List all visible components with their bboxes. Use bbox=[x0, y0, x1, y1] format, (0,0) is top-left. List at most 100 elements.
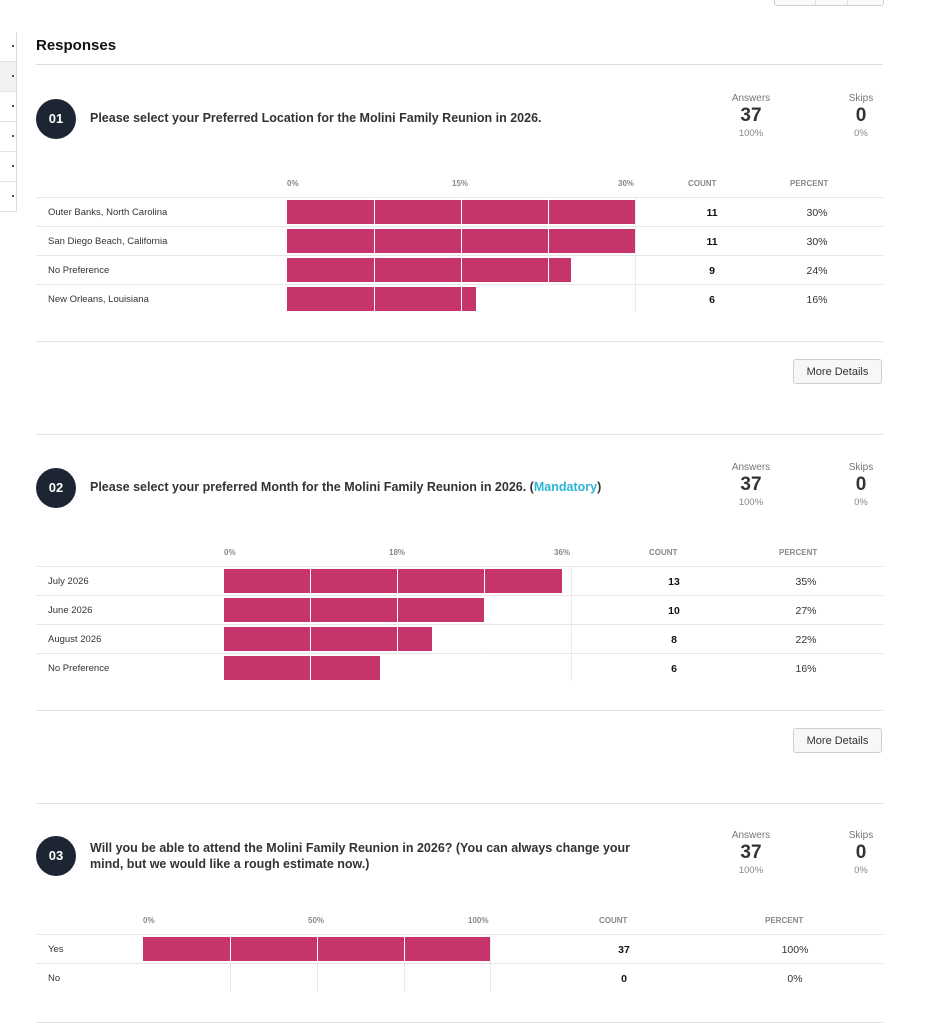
question-text: Will you be able to attend the Molini Fa… bbox=[90, 841, 631, 871]
bar-segment-divider bbox=[397, 566, 398, 681]
row-label: July 2026 bbox=[48, 576, 89, 587]
left-nav-item[interactable] bbox=[0, 92, 16, 122]
divider bbox=[36, 341, 883, 342]
top-button-group[interactable] bbox=[774, 0, 884, 6]
row-count: 11 bbox=[706, 236, 718, 248]
count-column-header: COUNT bbox=[688, 179, 717, 188]
table-row: No Preference 9 24% bbox=[36, 255, 883, 285]
row-count: 0 bbox=[621, 973, 627, 985]
question-text-end: ) bbox=[597, 480, 602, 494]
left-nav-item[interactable] bbox=[0, 122, 16, 152]
table-row: No Preference 6 16% bbox=[36, 653, 883, 683]
response-bar bbox=[224, 627, 433, 651]
row-label: New Orleans, Louisiana bbox=[48, 294, 149, 305]
row-percent: 22% bbox=[795, 634, 817, 646]
bar-segment-divider bbox=[461, 197, 462, 312]
question-text: Please select your Preferred Location fo… bbox=[90, 111, 542, 125]
count-column-header: COUNT bbox=[599, 916, 628, 925]
row-count: 10 bbox=[668, 605, 680, 617]
table-row: Outer Banks, North Carolina 11 30% bbox=[36, 197, 883, 227]
bar-segment-divider bbox=[374, 197, 375, 312]
row-label: August 2026 bbox=[48, 634, 102, 645]
bar-segment-divider bbox=[317, 934, 318, 963]
table-row: July 2026 13 35% bbox=[36, 566, 883, 596]
response-bar bbox=[224, 569, 563, 593]
skips-label: Skips bbox=[848, 462, 874, 473]
row-percent: 16% bbox=[806, 294, 828, 306]
answers-label: Answers bbox=[731, 462, 771, 473]
mandatory-label: Mandatory bbox=[533, 480, 598, 494]
axis-tick-label: 100% bbox=[468, 916, 489, 925]
row-percent: 100% bbox=[781, 944, 809, 956]
row-count: 9 bbox=[709, 265, 715, 277]
response-bar bbox=[224, 598, 485, 622]
row-count: 6 bbox=[671, 663, 677, 675]
answers-label: Answers bbox=[731, 830, 771, 841]
table-row: San Diego Beach, California 11 30% bbox=[36, 226, 883, 256]
row-percent: 0% bbox=[787, 973, 803, 985]
axis-tick-label: 0% bbox=[224, 548, 236, 557]
row-label: June 2026 bbox=[48, 605, 93, 616]
row-percent: 24% bbox=[806, 265, 828, 277]
divider bbox=[36, 710, 883, 711]
question-number-badge: 02 bbox=[36, 468, 76, 508]
left-nav-item[interactable] bbox=[0, 32, 16, 62]
response-bar bbox=[224, 656, 381, 680]
axis-tick-label: 0% bbox=[143, 916, 155, 925]
table-row: August 2026 8 22% bbox=[36, 624, 883, 654]
skips-value: 0 bbox=[855, 474, 867, 495]
bar-segment-divider bbox=[310, 566, 311, 681]
left-nav-item[interactable] bbox=[0, 182, 16, 212]
table-row: Yes 37 100% bbox=[36, 934, 883, 964]
bar-segment-divider bbox=[230, 934, 231, 963]
left-nav-rail bbox=[0, 32, 17, 212]
skips-value: 0 bbox=[855, 842, 867, 863]
row-percent: 30% bbox=[806, 236, 828, 248]
divider bbox=[36, 803, 883, 804]
answers-percent: 100% bbox=[738, 497, 764, 508]
more-details-button[interactable]: More Details bbox=[793, 728, 882, 753]
axis-tick-label: 0% bbox=[287, 179, 299, 188]
skips-label: Skips bbox=[848, 93, 874, 104]
more-details-button[interactable]: More Details bbox=[793, 359, 882, 384]
answers-value: 37 bbox=[740, 842, 762, 863]
question-text-main: Please select your preferred Month for t… bbox=[90, 480, 534, 494]
skips-percent: 0% bbox=[854, 865, 868, 876]
row-label: Yes bbox=[48, 944, 64, 955]
percent-column-header: PERCENT bbox=[779, 548, 818, 557]
left-nav-item[interactable] bbox=[0, 62, 16, 92]
table-row: New Orleans, Louisiana 6 16% bbox=[36, 284, 883, 314]
row-percent: 16% bbox=[795, 663, 817, 675]
answers-stat: Answers 37 100% bbox=[721, 93, 781, 139]
answers-stat: Answers 37 100% bbox=[721, 462, 781, 508]
question-number-badge: 03 bbox=[36, 836, 76, 876]
question-text: Please select your preferred Month for t… bbox=[90, 479, 660, 495]
skips-percent: 0% bbox=[854, 497, 868, 508]
axis-tick-label: 18% bbox=[389, 548, 406, 557]
axis-tick-label: 36% bbox=[554, 548, 571, 557]
skips-percent: 0% bbox=[854, 128, 868, 139]
divider bbox=[36, 434, 883, 435]
row-count: 13 bbox=[668, 576, 680, 588]
bar-segment-divider bbox=[484, 566, 485, 681]
bar-segment-divider bbox=[548, 197, 549, 312]
bar-segment-divider bbox=[404, 934, 405, 963]
row-count: 6 bbox=[709, 294, 715, 306]
percent-column-header: PERCENT bbox=[765, 916, 804, 925]
divider bbox=[36, 64, 883, 65]
row-count: 37 bbox=[618, 944, 630, 956]
left-nav-item[interactable] bbox=[0, 152, 16, 182]
row-label: San Diego Beach, California bbox=[48, 236, 168, 247]
skips-stat: Skips 0 0% bbox=[831, 462, 891, 508]
skips-stat: Skips 0 0% bbox=[831, 93, 891, 139]
skips-label: Skips bbox=[848, 830, 874, 841]
answers-value: 37 bbox=[740, 105, 762, 126]
row-label: No Preference bbox=[48, 265, 110, 276]
percent-column-header: PERCENT bbox=[790, 179, 829, 188]
axis-tick-label: 50% bbox=[308, 916, 325, 925]
gridline bbox=[571, 566, 572, 681]
response-bar bbox=[287, 287, 477, 311]
row-label: No Preference bbox=[48, 663, 110, 674]
count-column-header: COUNT bbox=[649, 548, 678, 557]
row-label: No bbox=[48, 973, 61, 984]
